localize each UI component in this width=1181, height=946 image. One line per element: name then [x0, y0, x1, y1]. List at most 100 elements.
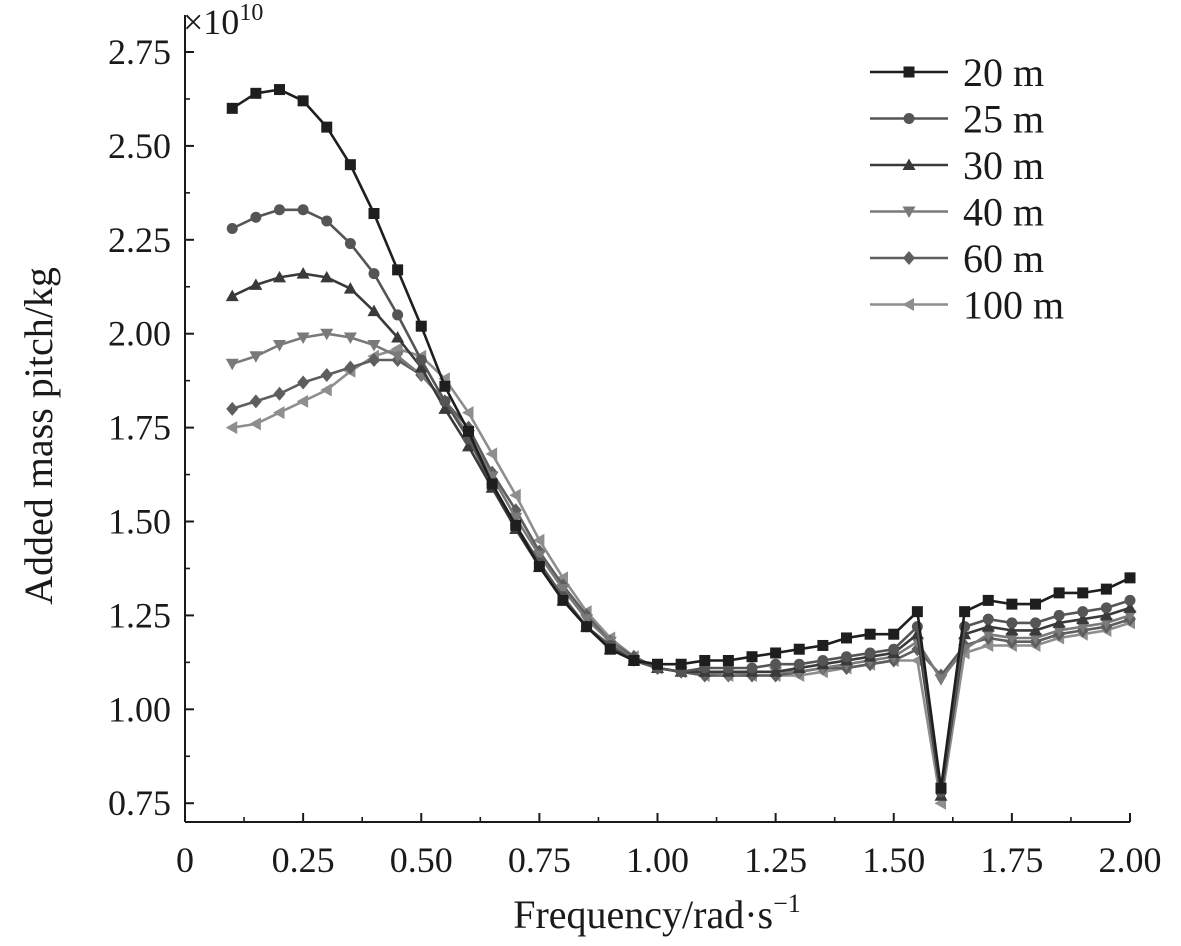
- data-point: [981, 620, 995, 632]
- data-point: [1005, 623, 1019, 636]
- data-point: [934, 674, 948, 686]
- data-point: [746, 651, 758, 663]
- data-point: [463, 425, 474, 437]
- data-point: [935, 782, 947, 794]
- data-point: [250, 211, 262, 223]
- y-tick-label: 2.25: [108, 220, 171, 260]
- data-point: [439, 380, 451, 392]
- x-tick-label: 0.25: [272, 840, 335, 880]
- data-point: [1052, 625, 1066, 637]
- data-point: [320, 383, 332, 397]
- y-tick-label: 1.00: [108, 689, 171, 729]
- data-point: [414, 361, 428, 373]
- data-point: [581, 621, 593, 633]
- series-100-m: [225, 342, 1135, 810]
- legend-item-30-m: 30 m: [870, 143, 1044, 188]
- data-point: [817, 654, 829, 666]
- data-point: [391, 330, 405, 343]
- data-point: [249, 351, 263, 363]
- legend-marker: [902, 298, 914, 311]
- data-point: [296, 332, 310, 344]
- data-point: [274, 204, 285, 216]
- y-tick-label: 2.50: [108, 126, 171, 166]
- y-tick-label: 2.75: [108, 32, 171, 72]
- data-point: [533, 561, 545, 573]
- data-point: [770, 647, 782, 659]
- y-tick-label: 1.75: [108, 408, 171, 448]
- data-point: [604, 643, 616, 655]
- data-point: [556, 584, 570, 596]
- data-point: [1053, 609, 1065, 621]
- data-point: [344, 360, 357, 375]
- data-point: [1099, 608, 1113, 621]
- data-point: [580, 614, 594, 626]
- data-point: [462, 439, 475, 452]
- data-point: [368, 353, 380, 367]
- data-point: [415, 354, 427, 366]
- data-point: [297, 375, 310, 390]
- x-tick-label: 0: [176, 840, 194, 880]
- data-point: [297, 95, 309, 107]
- x-tick-label: 0.75: [508, 840, 571, 880]
- data-point: [273, 339, 286, 352]
- data-point: [392, 264, 404, 276]
- legend-item-60-m: 60 m: [870, 236, 1044, 281]
- data-point: [532, 550, 546, 562]
- data-point: [320, 328, 334, 341]
- legend-label: 20 m: [963, 50, 1044, 95]
- data-point: [981, 629, 995, 641]
- data-point: [509, 512, 523, 525]
- data-point: [485, 447, 498, 461]
- x-tick-label: 1.75: [980, 840, 1043, 880]
- data-point: [296, 267, 310, 279]
- data-point: [368, 268, 380, 280]
- data-point: [250, 87, 262, 99]
- series-layer: [225, 84, 1137, 810]
- data-point: [249, 417, 261, 431]
- data-point: [911, 606, 923, 618]
- data-point: [1100, 602, 1112, 614]
- data-point: [1006, 617, 1018, 629]
- data-point: [226, 401, 239, 416]
- legend-marker: [902, 158, 916, 170]
- y-multiplier-label: ×1010: [183, 0, 263, 42]
- data-point: [510, 519, 522, 531]
- data-point: [699, 654, 711, 666]
- legend-label: 100 m: [963, 283, 1064, 328]
- data-point: [368, 208, 380, 220]
- data-point: [273, 406, 285, 420]
- data-point: [297, 204, 309, 216]
- data-point: [652, 658, 663, 670]
- data-point: [343, 332, 357, 344]
- data-point: [296, 394, 309, 408]
- data-point: [1052, 616, 1066, 628]
- data-point: [793, 658, 805, 670]
- legend-marker: [903, 66, 915, 78]
- data-point: [841, 632, 852, 644]
- data-point: [1100, 583, 1112, 595]
- x-tick-label: 1.25: [744, 840, 807, 880]
- data-point: [321, 215, 333, 227]
- y-tick-label: 2.00: [108, 314, 171, 354]
- data-point: [841, 651, 852, 663]
- data-point: [746, 662, 758, 674]
- data-point: [769, 665, 783, 677]
- legend-item-100-m: 100 m: [870, 283, 1064, 328]
- legend-label: 60 m: [963, 236, 1044, 281]
- data-point: [1053, 587, 1065, 599]
- data-point: [462, 406, 474, 420]
- legend-item-40-m: 40 m: [870, 190, 1044, 235]
- data-point: [1124, 572, 1136, 584]
- data-point: [320, 270, 334, 283]
- data-point: [628, 654, 640, 666]
- data-point: [1077, 587, 1089, 599]
- data-point: [344, 238, 356, 250]
- data-point: [959, 606, 971, 618]
- data-point: [367, 339, 381, 352]
- series-20-m: [226, 84, 1136, 794]
- data-point: [532, 533, 545, 547]
- data-point: [226, 102, 238, 114]
- x-axis-title-exponent: −1: [773, 889, 801, 918]
- data-point: [439, 395, 451, 407]
